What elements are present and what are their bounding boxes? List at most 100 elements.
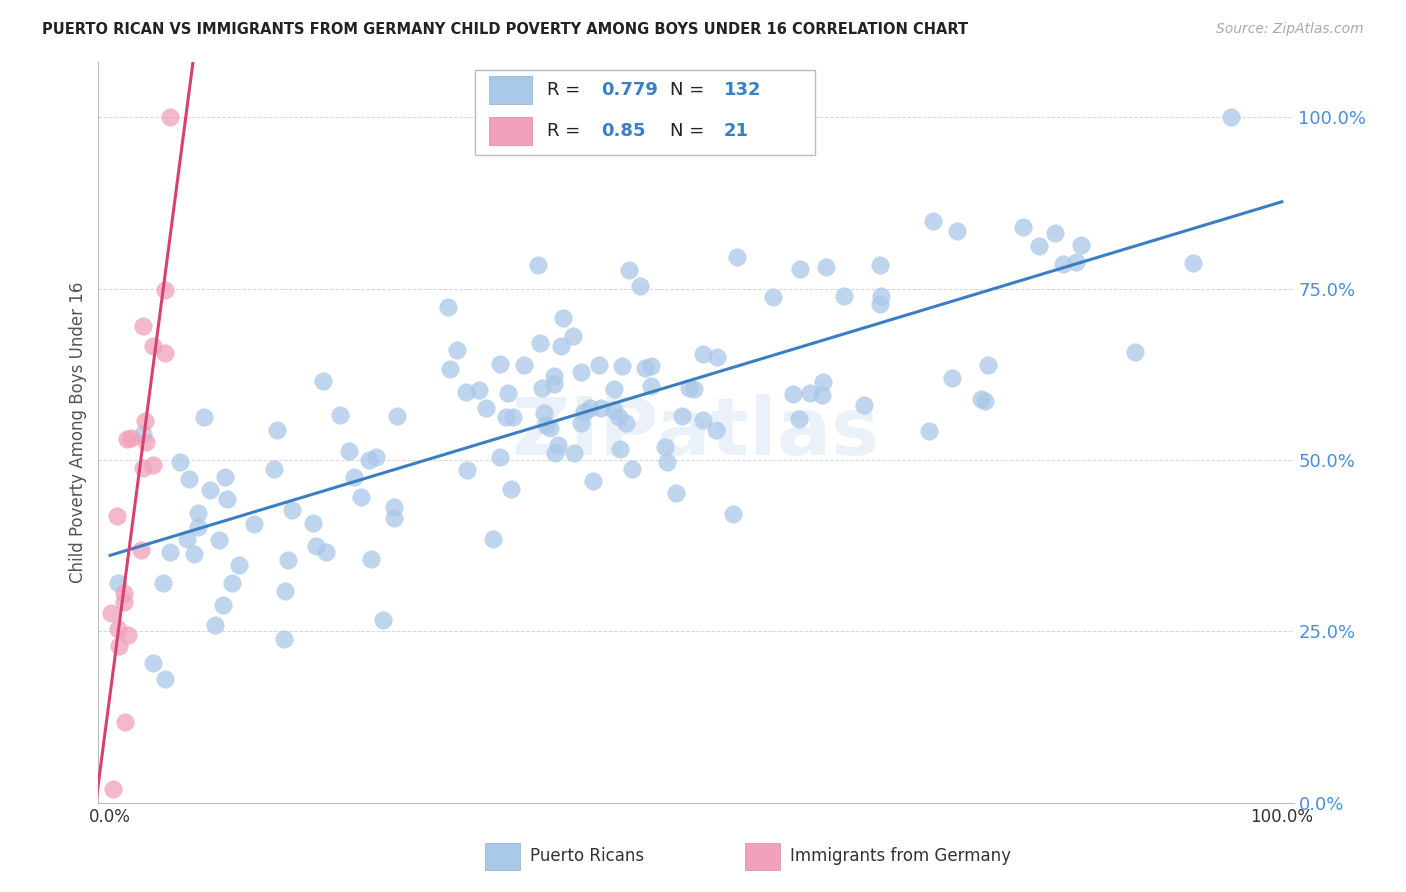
Point — [787, 411, 810, 425]
Point — [437, 301, 460, 315]
Point — [481, 532, 503, 546]
Point — [870, 289, 893, 303]
Point — [869, 258, 891, 272]
Point — [496, 385, 519, 400]
Point — [107, 622, 129, 636]
Text: ZIPatlas: ZIPatlas — [512, 393, 880, 472]
Point — [945, 224, 967, 238]
Bar — [489, 76, 533, 103]
Point — [468, 384, 491, 398]
Point — [654, 440, 676, 454]
Point — [153, 673, 176, 687]
Point — [553, 311, 575, 326]
Point — [762, 290, 785, 304]
Point — [217, 492, 239, 507]
Point — [974, 393, 997, 408]
Point — [531, 381, 554, 395]
Point — [364, 450, 387, 465]
Point — [337, 443, 360, 458]
Point — [142, 656, 165, 670]
Point — [273, 632, 295, 647]
Point — [456, 463, 478, 477]
Point — [692, 347, 714, 361]
Point — [179, 472, 201, 486]
Point — [454, 384, 477, 399]
Point — [1220, 110, 1243, 124]
Point — [489, 357, 512, 371]
Point — [159, 110, 181, 124]
Point — [706, 351, 728, 365]
Point — [621, 462, 644, 476]
Point — [569, 416, 592, 430]
Point — [153, 346, 176, 360]
Point — [187, 520, 209, 534]
Point — [811, 388, 834, 402]
Point — [373, 613, 395, 627]
Point — [853, 398, 876, 412]
Point — [132, 426, 155, 441]
Text: Puerto Ricans: Puerto Ricans — [530, 847, 644, 865]
Point — [349, 490, 371, 504]
Point — [544, 445, 567, 459]
Point — [475, 401, 498, 415]
Text: R =: R = — [547, 121, 579, 140]
Point — [502, 410, 524, 425]
Point — [277, 553, 299, 567]
Point — [132, 318, 155, 333]
Point — [211, 598, 233, 612]
Point — [312, 374, 335, 388]
Point — [176, 532, 198, 546]
Point — [721, 508, 744, 522]
Point — [1043, 226, 1066, 240]
Point — [614, 416, 637, 430]
Point — [263, 462, 285, 476]
Point — [782, 387, 804, 401]
Point — [550, 339, 572, 353]
Point — [941, 371, 963, 385]
Point — [683, 382, 706, 396]
Point — [112, 595, 135, 609]
Point — [129, 543, 152, 558]
Point — [562, 446, 585, 460]
Point — [120, 431, 142, 445]
Point — [152, 575, 174, 590]
Point — [112, 585, 135, 599]
Point — [704, 423, 727, 437]
Point — [1182, 256, 1205, 270]
Point — [281, 502, 304, 516]
Point — [536, 418, 558, 433]
Point — [869, 296, 891, 310]
Point — [329, 408, 352, 422]
Point — [607, 410, 630, 425]
Point — [382, 510, 405, 524]
Point — [628, 278, 651, 293]
Point — [921, 214, 943, 228]
Y-axis label: Child Poverty Among Boys Under 16: Child Poverty Among Boys Under 16 — [69, 282, 87, 583]
Text: R =: R = — [547, 81, 579, 99]
Point — [789, 262, 811, 277]
Text: N =: N = — [669, 81, 704, 99]
Point — [811, 375, 834, 389]
Text: 0.779: 0.779 — [602, 81, 658, 99]
Text: Source: ZipAtlas.com: Source: ZipAtlas.com — [1216, 22, 1364, 37]
Point — [488, 450, 510, 464]
Point — [108, 639, 131, 653]
Point — [533, 406, 555, 420]
Point — [526, 258, 548, 272]
Text: Immigrants from Germany: Immigrants from Germany — [790, 847, 1011, 865]
Point — [610, 359, 633, 373]
Point — [581, 474, 603, 488]
Point — [134, 414, 156, 428]
Point — [117, 628, 139, 642]
Point — [834, 289, 856, 303]
Point — [1028, 239, 1050, 253]
Point — [619, 263, 641, 277]
Point — [343, 470, 366, 484]
Point — [274, 584, 297, 599]
Point — [692, 413, 714, 427]
Point — [665, 486, 688, 500]
Point — [529, 336, 551, 351]
Point — [107, 576, 129, 591]
Point — [382, 500, 405, 514]
Point — [105, 508, 128, 523]
